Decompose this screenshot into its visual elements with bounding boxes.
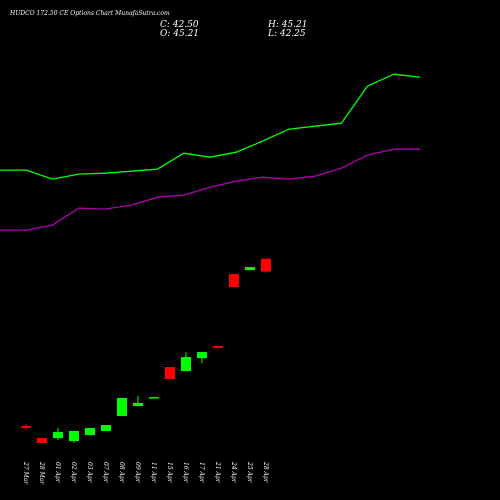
x-tick-label: 24 Apr [230,461,237,484]
candle-body [117,398,127,417]
high-text: H: 45.21 [267,20,308,30]
candle-body [53,432,63,439]
x-tick-label: 07 Apr [102,462,109,484]
candle-body [229,274,239,288]
open-text: O: 45.21 [160,29,199,39]
candle-body [197,352,207,359]
indicator-line [0,148,420,231]
x-tick-label: 25 Apr [246,461,253,484]
chart-title: HUDCO 172.50 CE Options Chart MunafaSutr… [9,10,170,17]
candle-body [165,367,175,380]
x-tick-label: 15 Apr [166,462,173,484]
candle-body [85,428,95,436]
x-tick-label: 11 Apr [150,462,157,484]
x-tick-label: 09 Apr [134,462,141,484]
indicator-line [0,73,421,180]
x-tick-label: 03 Apr [86,462,93,484]
candle-body [101,425,111,432]
candle-body [213,346,223,349]
x-tick-label: 21 Apr [214,461,221,484]
close-text: C: 42.50 [160,20,199,30]
x-tick-label: 01 Apr [54,462,61,484]
candle-body [133,403,143,407]
candle-body [261,258,271,272]
candle-body [181,357,191,372]
x-tick-label: 17 Apr [198,462,205,484]
x-tick-label: 27 Mar [22,461,29,485]
candle-body [21,426,31,429]
x-tick-label: 02 Apr [70,462,77,484]
low-text: L: 42.25 [267,29,306,39]
candle-body [37,438,47,444]
candle-body [69,431,79,442]
candle-body [149,397,159,399]
x-tick-label: 28 Apr [262,461,269,484]
x-tick-label: 28 Mar [38,461,45,485]
x-tick-label: 16 Apr [182,462,189,484]
candle-body [245,267,255,271]
x-tick-label: 08 Apr [118,462,125,484]
